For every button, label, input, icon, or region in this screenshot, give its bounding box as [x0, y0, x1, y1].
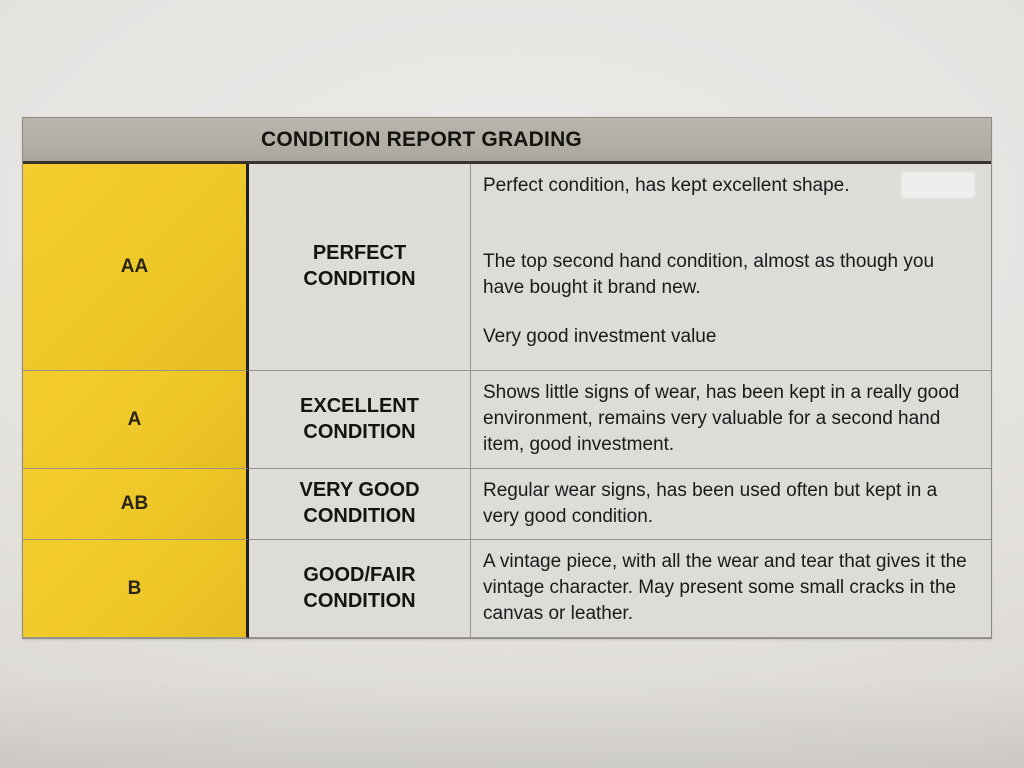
desc-aa-paragraph-2: The top second hand condition, almost as… [483, 250, 935, 298]
desc-a-paragraph: Shows little signs of wear, has been kep… [483, 382, 960, 455]
desc-cell-b: A vintage piece, with all the wear and t… [471, 540, 991, 638]
whiteout-correction-patch [901, 172, 975, 198]
label-perfect-condition-text: PERFECT CONDITION [303, 242, 416, 290]
desc-cell-ab: Regular wear signs, has been used often … [471, 469, 991, 540]
table-header: CONDITION REPORT GRADING [23, 118, 991, 164]
desc-ab-paragraph: Regular wear signs, has been used often … [483, 480, 938, 527]
desc-aa-paragraph-3: Very good investment value [483, 326, 717, 348]
desc-aa-paragraph-1: Perfect condition, has kept excellent sh… [483, 175, 850, 196]
table-title: CONDITION REPORT GRADING [261, 127, 582, 151]
grade-cell-aa: AA [23, 164, 249, 371]
grade-cell-b: B [23, 540, 249, 638]
condition-grading-table: CONDITION REPORT GRADING AA PERFECT COND… [22, 117, 992, 639]
label-very-good-condition-text: VERY GOOD CONDITION [299, 479, 420, 527]
desc-cell-a: Shows little signs of wear, has been kep… [471, 371, 991, 469]
grade-a-text: A [127, 408, 142, 430]
grade-aa-text: AA [120, 256, 149, 277]
grade-ab-text: AB [120, 493, 149, 514]
desc-cell-aa: Perfect condition, has kept excellent sh… [471, 164, 991, 371]
grade-cell-ab: AB [23, 469, 249, 540]
grade-b-text: B [127, 577, 142, 599]
label-good-fair-condition-text: GOOD/FAIR CONDITION [303, 563, 416, 612]
grade-cell-a: A [23, 371, 249, 469]
label-cell-very-good-condition: VERY GOOD CONDITION [249, 469, 471, 540]
desc-b-paragraph: A vintage piece, with all the wear and t… [483, 551, 967, 624]
label-cell-good-fair-condition: GOOD/FAIR CONDITION [249, 540, 471, 638]
label-cell-excellent-condition: EXCELLENT CONDITION [249, 371, 471, 469]
label-cell-perfect-condition: PERFECT CONDITION [249, 164, 471, 371]
label-excellent-condition-text: EXCELLENT CONDITION [300, 394, 419, 443]
